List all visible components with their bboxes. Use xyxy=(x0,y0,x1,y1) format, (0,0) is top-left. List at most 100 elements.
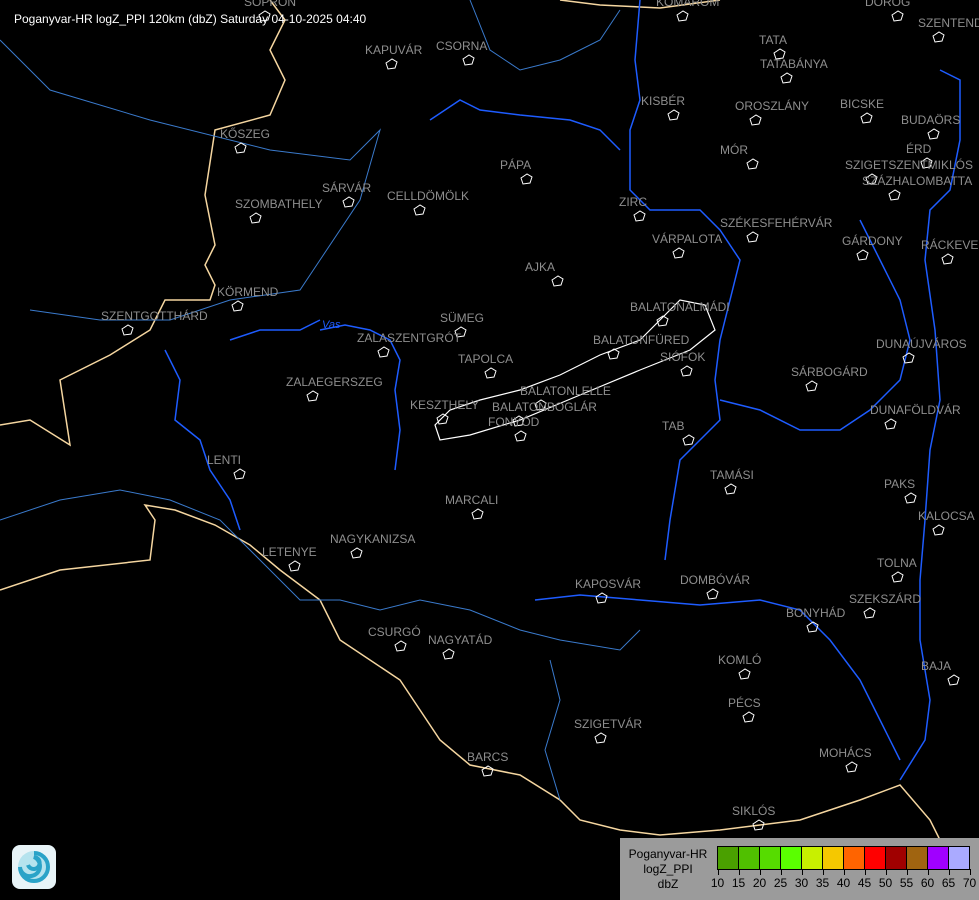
river xyxy=(719,219,911,431)
city-label: SÁRVÁR xyxy=(322,181,372,195)
city-outline xyxy=(656,315,669,327)
city-outline xyxy=(667,109,680,121)
legend-color-cell xyxy=(907,847,928,869)
legend-tick xyxy=(927,869,929,875)
river-danube xyxy=(899,69,961,781)
city-label: BICSKE xyxy=(840,97,885,111)
city-label: KOMÁROM xyxy=(656,0,720,9)
legend-tick xyxy=(864,869,866,875)
city-label: ZALASZENTGRÓT xyxy=(357,331,462,345)
city-outline xyxy=(534,399,547,411)
city-label: SZÁZHALOMBATTA xyxy=(862,174,973,188)
city-outline xyxy=(595,592,608,604)
city-outline xyxy=(865,173,878,185)
legend-tick-label: 25 xyxy=(773,876,788,890)
legend-color-cell xyxy=(718,847,739,869)
city-label: SZENTGOTTHÁRD xyxy=(101,309,208,323)
city-outline xyxy=(752,819,765,831)
city-label: MÓR xyxy=(720,143,748,157)
city-outline xyxy=(633,210,646,222)
city-label: BALATONBOGLÁR xyxy=(492,400,597,414)
country-border xyxy=(559,0,721,9)
city-label: TAPOLCA xyxy=(458,352,514,366)
city-outline xyxy=(462,54,475,66)
color-legend: Poganyvar-HR logZ_PPI dbZ 10 15 20 25 30 35 40… xyxy=(620,838,979,900)
city-outline xyxy=(724,483,737,495)
river xyxy=(229,319,321,341)
city-label: BALATONLELLE xyxy=(520,384,611,398)
city-outline xyxy=(884,418,897,430)
legend-tick-label: 35 xyxy=(815,876,830,890)
city-label: CSURGÓ xyxy=(368,625,421,639)
legend-tick-label: 60 xyxy=(920,876,935,890)
legend-unit: dbZ xyxy=(657,877,679,891)
city-outline xyxy=(706,588,719,600)
city-outline xyxy=(746,158,759,170)
city-label: SZOMBATHELY xyxy=(235,197,323,211)
city-outline xyxy=(249,212,262,224)
city-label: AJKA xyxy=(525,260,556,274)
county-line xyxy=(544,659,561,801)
city-label: TAMÁSI xyxy=(710,468,754,482)
legend-tick-label: 65 xyxy=(941,876,956,890)
city-outline xyxy=(514,430,527,442)
legend-tick xyxy=(969,869,971,875)
city-label: SZÉKESFEHÉRVÁR xyxy=(720,216,833,230)
city-label: PÁPA xyxy=(500,158,532,172)
city-outline xyxy=(512,415,525,427)
city-outline xyxy=(863,607,876,619)
city-outline xyxy=(607,348,620,360)
city-outline xyxy=(845,761,858,773)
city-outline xyxy=(888,189,901,201)
legend-color-cell xyxy=(781,847,802,869)
legend-tick xyxy=(906,869,908,875)
radar-title: Poganyvar-HR logZ_PPI 120km (dbZ) Saturd… xyxy=(14,12,367,26)
legend-color-cell xyxy=(823,847,844,869)
legend-color-cell xyxy=(949,847,969,869)
legend-ticks xyxy=(717,869,971,875)
city-outline xyxy=(121,324,134,336)
legend-tick-label: 70 xyxy=(962,876,977,890)
river-label: Vas xyxy=(322,319,341,331)
city-outline xyxy=(413,204,426,216)
legend-tick-label: 40 xyxy=(836,876,851,890)
city-outline xyxy=(594,732,607,744)
city-label: GÁRDONY xyxy=(842,234,903,248)
city-outline xyxy=(377,346,390,358)
city-label: ÉRD xyxy=(906,142,932,156)
city-outline xyxy=(904,492,917,504)
city-outline xyxy=(672,247,685,259)
city-outline xyxy=(773,48,786,60)
city-label: KŐSZEG xyxy=(220,127,271,141)
legend-tick-label: 50 xyxy=(878,876,893,890)
city-outline xyxy=(306,390,319,402)
city-outline xyxy=(551,275,564,287)
city-label: LETENYE xyxy=(262,545,317,559)
city-label: TOLNA xyxy=(877,556,917,570)
city-label: TATABÁNYA xyxy=(760,57,828,71)
city-label: VÁRPALOTA xyxy=(652,232,723,246)
city-label: BALATONFÜRED xyxy=(593,333,690,347)
city-label: SZIGETSZENTMIKLÓS xyxy=(845,158,974,172)
legend-tick xyxy=(738,869,740,875)
legend-radar-name: Poganyvar-HR xyxy=(628,847,708,861)
city-outline xyxy=(746,231,759,243)
city-outline xyxy=(932,524,945,536)
city-outline xyxy=(806,621,819,633)
city-outline xyxy=(394,640,407,652)
city-label: CSORNA xyxy=(436,39,488,53)
river xyxy=(629,0,741,561)
legend-tick-label: 30 xyxy=(794,876,809,890)
city-outline xyxy=(891,571,904,583)
city-outline xyxy=(342,196,355,208)
legend-tick-label: 20 xyxy=(752,876,767,890)
city-outline xyxy=(454,326,467,338)
legend-color-cell xyxy=(760,847,781,869)
city-outline xyxy=(941,253,954,265)
city-label: DUNAÚJVÁROS xyxy=(876,337,967,351)
country-border xyxy=(0,503,941,841)
city-label: KAPUVÁR xyxy=(365,43,423,57)
city-outline xyxy=(902,352,915,364)
swirl-logo-icon xyxy=(12,845,56,889)
